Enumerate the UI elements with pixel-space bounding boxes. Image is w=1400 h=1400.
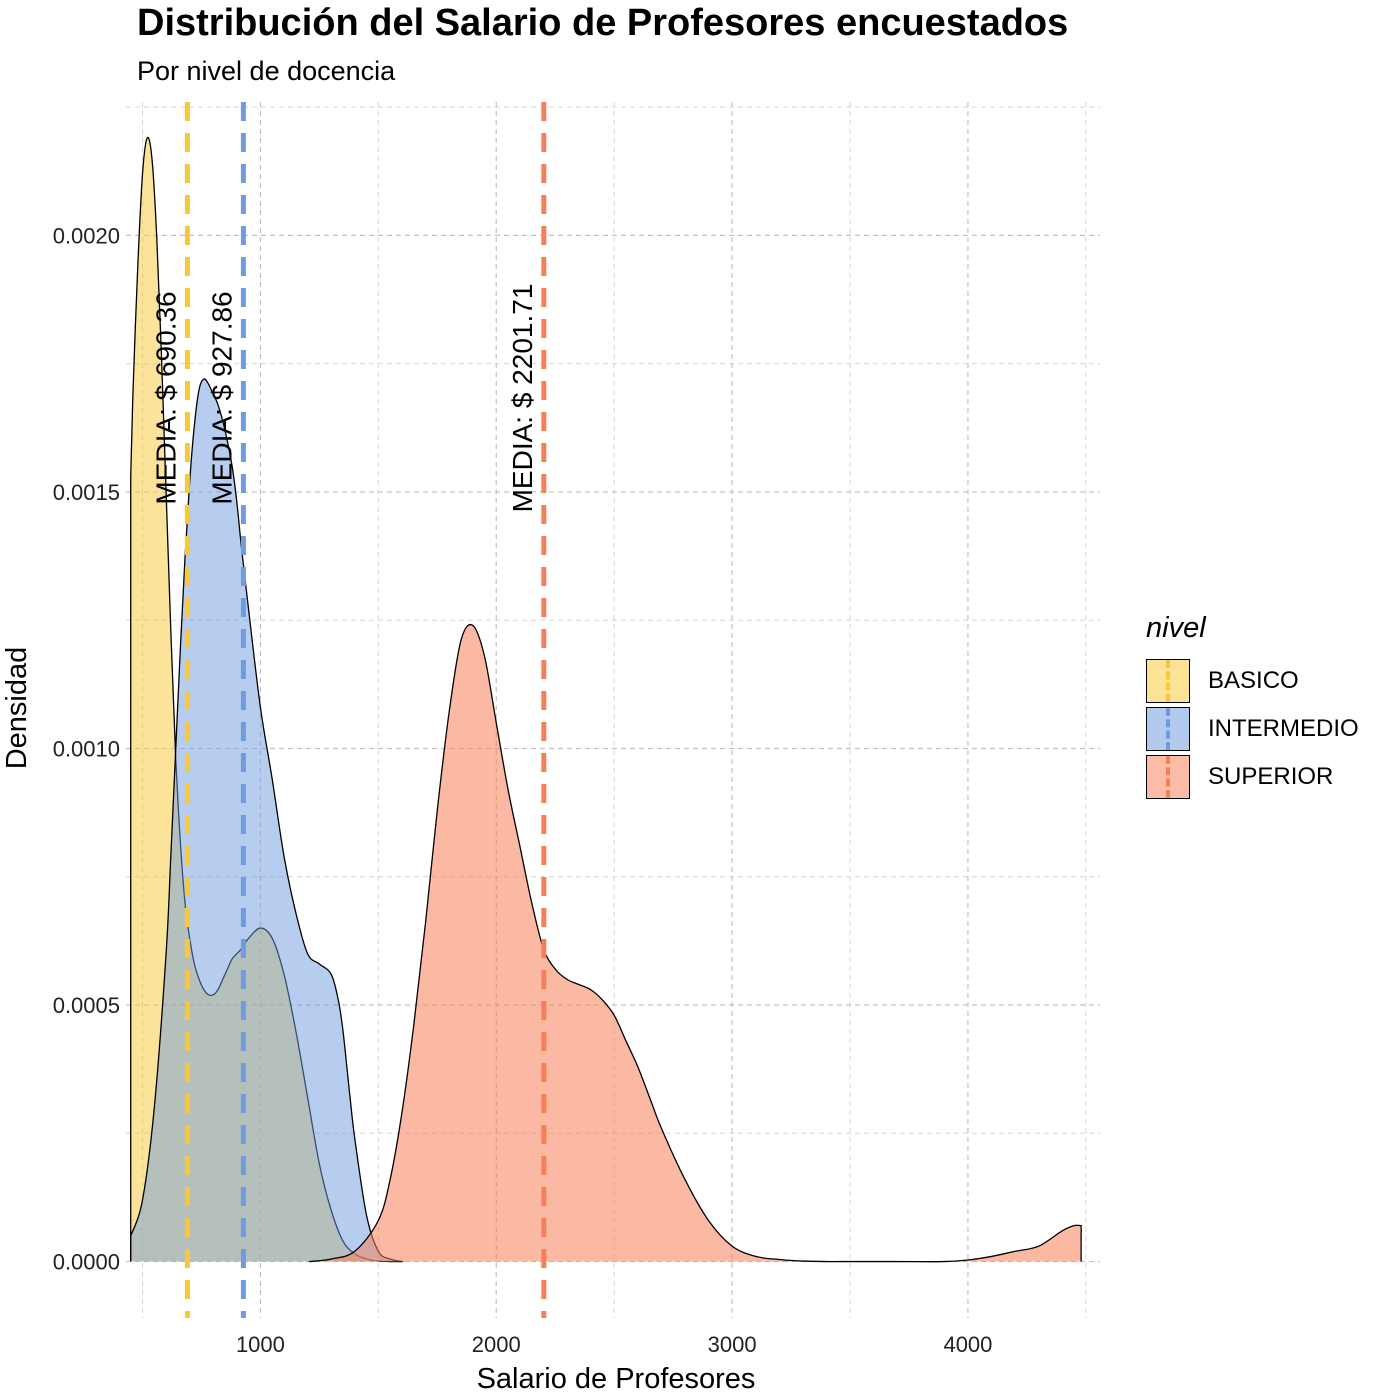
legend-item-intermedio: INTERMEDIO: [1146, 705, 1359, 753]
x-tick-label: 3000: [708, 1332, 757, 1357]
density-outline-intermedio: [130, 378, 403, 1263]
y-tick-label: 0.0005: [53, 993, 120, 1018]
y-axis-ticks: 0.0000 0.0005 0.0010 0.0015 0.0020: [53, 223, 120, 1274]
mean-label-superior: MEDIA: $ 2201.71: [507, 284, 538, 513]
legend-key-superior: [1146, 755, 1190, 799]
legend-item-superior: SUPERIOR: [1146, 753, 1359, 801]
legend-title: nivel: [1146, 612, 1206, 644]
legend-key-basico: [1146, 659, 1190, 703]
y-tick-label: 0.0020: [53, 223, 120, 248]
density-area-superior: [309, 624, 1082, 1262]
x-tick-label: 1000: [236, 1332, 285, 1357]
x-tick-label: 2000: [472, 1332, 521, 1357]
y-tick-label: 0.0000: [53, 1250, 120, 1275]
x-axis-label: Salario de Profesores: [477, 1363, 756, 1395]
y-tick-label: 0.0010: [53, 736, 120, 761]
legend-item-basico: BASICO: [1146, 657, 1359, 705]
density-area-intermedio: [130, 378, 402, 1262]
density-areas: [130, 136, 1082, 1263]
legend-key-intermedio: [1146, 707, 1190, 751]
mean-label-basico: MEDIA: $ 690.36: [150, 291, 181, 504]
legend-label-intermedio: INTERMEDIO: [1208, 715, 1359, 742]
legend-label-superior: SUPERIOR: [1208, 763, 1334, 790]
chart-title: Distribución del Salario de Profesores e…: [137, 2, 1069, 44]
y-axis-label: Densidad: [1, 647, 33, 770]
mean-label-intermedio: MEDIA: $ 927.86: [206, 291, 237, 504]
chart-subtitle: Por nivel de docencia: [137, 56, 396, 86]
legend-label-basico: BASICO: [1208, 667, 1299, 694]
legend: nivel BASICO INTERMEDIO SUPERIOR: [1146, 612, 1359, 801]
density-outline-superior: [309, 623, 1082, 1263]
y-tick-label: 0.0015: [53, 480, 120, 505]
x-axis-ticks: 1000 2000 3000 4000: [236, 1332, 992, 1357]
mean-lines: MEDIA: $ 690.36 MEDIA: $ 927.86 MEDIA: $ 2…: [150, 102, 547, 1318]
x-tick-label: 4000: [943, 1332, 992, 1357]
